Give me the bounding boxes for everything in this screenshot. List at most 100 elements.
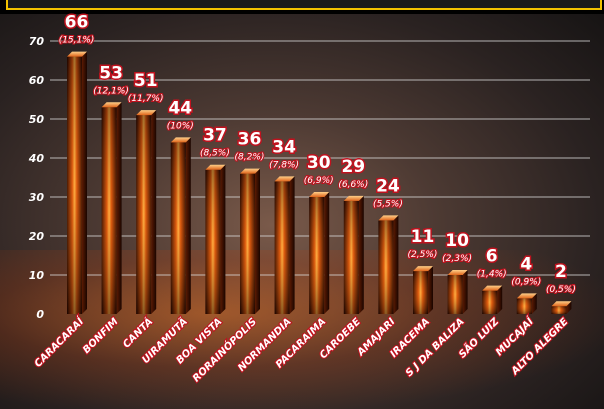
value-label: 4	[520, 254, 532, 274]
bar-top	[516, 293, 537, 299]
bar-side	[462, 270, 468, 314]
y-tick-label: 0	[36, 308, 44, 321]
bar-side	[151, 110, 157, 314]
bar-shade	[343, 200, 359, 314]
bar-side	[289, 176, 295, 314]
percent-label: (6,9%)	[304, 176, 334, 186]
bar-top	[101, 102, 122, 108]
bar	[482, 285, 503, 314]
value-label: 30	[307, 153, 331, 173]
value-label: 53	[99, 63, 123, 83]
bar-top	[551, 301, 572, 307]
fire-background-glow	[0, 250, 604, 409]
bar-side	[116, 102, 122, 314]
bar-shade	[136, 115, 152, 314]
bar-top	[413, 266, 433, 272]
category-label: CARACARAÍ	[31, 314, 87, 370]
value-label: 2	[555, 262, 567, 282]
bars	[67, 51, 572, 314]
bar-shade	[413, 271, 428, 314]
top-banner-border	[6, 0, 602, 10]
bar-side	[428, 266, 433, 314]
bar-side	[255, 168, 260, 314]
value-label: 36	[238, 130, 262, 150]
top-banner-strip	[0, 0, 604, 14]
bar-shade	[482, 290, 498, 314]
bar	[516, 293, 537, 314]
y-tick-label: 60	[29, 74, 45, 87]
bar	[67, 51, 87, 314]
bar-top	[447, 270, 468, 275]
bar-shade	[551, 306, 567, 314]
bar-shade	[240, 173, 255, 314]
value-label: 29	[341, 157, 365, 177]
percent-label: (11,7%)	[128, 94, 164, 104]
bar-shade	[274, 181, 290, 314]
bar-top	[482, 285, 503, 291]
value-labels: 66 (15,1%) 53 (12,1%) 51 (11,7%) 44 (10%) 37 (8,5…	[58, 11, 577, 296]
percent-label: (0,5%)	[546, 285, 576, 295]
bar-side	[185, 137, 191, 314]
y-axis: 0 10 20 30 40 50 60 70	[28, 35, 45, 321]
bar-top	[136, 110, 157, 116]
bar	[274, 176, 295, 314]
bar	[413, 266, 433, 314]
bar-shade	[67, 56, 82, 314]
value-label: 51	[134, 71, 158, 91]
y-tick-label: 40	[28, 152, 45, 165]
bar	[551, 301, 572, 314]
bar	[343, 195, 364, 314]
bar-shade	[378, 220, 394, 314]
bar-shade	[101, 107, 117, 314]
bar-shade	[205, 169, 221, 314]
value-label: 24	[376, 176, 400, 196]
y-tick-label: 30	[29, 191, 45, 204]
bar-shade	[170, 142, 186, 314]
bar-side	[393, 215, 399, 314]
percent-label: (7,8%)	[269, 160, 299, 170]
bar-top	[378, 215, 399, 221]
y-tick-label: 20	[29, 230, 45, 243]
y-tick-label: 10	[29, 269, 45, 282]
bar-top	[274, 176, 295, 182]
value-label: 11	[411, 227, 435, 247]
percent-label: (6,6%)	[338, 180, 368, 190]
bar-top	[343, 195, 364, 201]
category-label: BONFIM	[81, 316, 121, 356]
bar-side	[497, 285, 503, 314]
bar-top	[205, 164, 226, 170]
percent-label: (8,2%)	[235, 153, 265, 163]
percent-label: (0,9%)	[511, 277, 541, 287]
bar-shade	[516, 298, 532, 314]
percent-label: (10%)	[167, 121, 194, 131]
percent-label: (1,4%)	[477, 270, 507, 280]
bar	[101, 102, 122, 314]
bar	[136, 110, 157, 314]
bar-side	[324, 192, 330, 314]
category-label: RORAINÓPOLIS	[190, 315, 260, 385]
percent-label: (15,1%)	[59, 36, 95, 46]
value-label: 10	[445, 231, 469, 251]
bar-top	[240, 168, 260, 174]
category-label: CANTÁ	[120, 315, 156, 351]
bar	[240, 168, 260, 314]
bar-top	[309, 192, 330, 197]
value-label: 37	[203, 126, 227, 146]
bar-shade	[447, 275, 463, 314]
y-tick-label: 70	[29, 35, 45, 48]
percent-label: (2,3%)	[442, 254, 472, 264]
percent-label: (2,5%)	[408, 250, 438, 260]
y-tick-label: 50	[29, 113, 45, 126]
bar-top	[67, 51, 87, 57]
bar	[447, 270, 468, 314]
bar-shade	[309, 197, 325, 314]
bar-side	[358, 195, 364, 314]
bar	[170, 137, 191, 314]
bar-side	[566, 301, 572, 314]
value-label: 34	[272, 137, 296, 157]
percent-label: (5,5%)	[373, 199, 403, 209]
bar-side	[220, 164, 226, 314]
